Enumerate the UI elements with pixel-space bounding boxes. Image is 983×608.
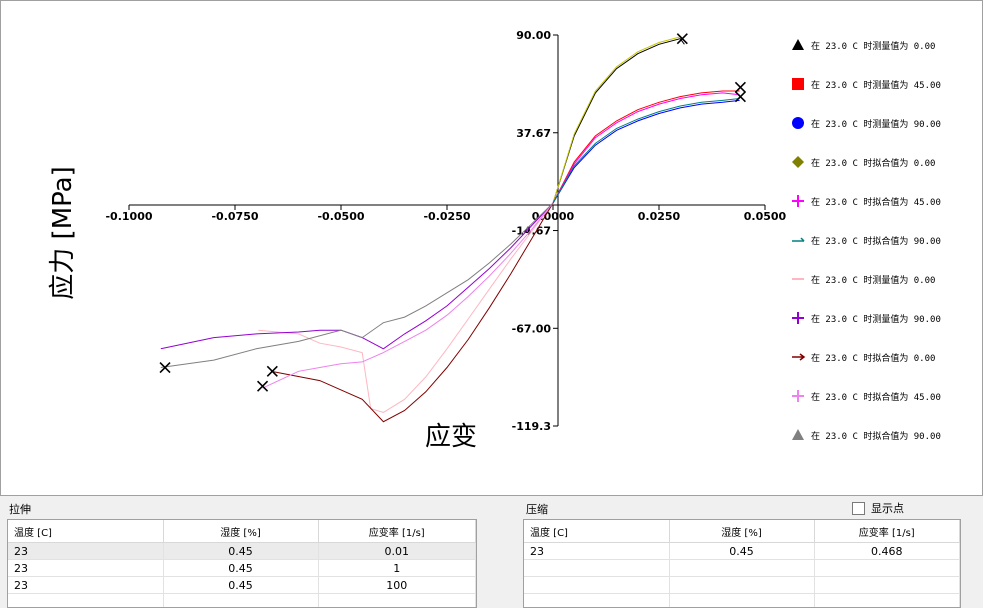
table-row[interactable]: 23 0.45 1 <box>8 559 476 577</box>
compression-grid[interactable]: 温度 [C] 湿度 [%] 应变率 [1/s] 23 0.45 0.468 <box>524 520 960 607</box>
cell-strain-rate: 0.01 <box>318 542 476 560</box>
cell-strain-rate: 0.468 <box>814 542 960 560</box>
series-line-9 <box>262 202 554 389</box>
checkbox-box[interactable] <box>852 501 865 515</box>
series-line-1 <box>552 36 681 204</box>
end-marker <box>256 380 269 392</box>
legend-entry-label: 在 23.0 C 时拟合值为 90.00 <box>811 235 941 247</box>
legend-arrow-icon <box>792 353 806 361</box>
compression-col-temperature[interactable]: 温度 [C] <box>524 520 670 543</box>
end-marker <box>159 361 171 374</box>
cell-humidity: 0.45 <box>163 576 319 594</box>
series-line-2 <box>552 90 740 204</box>
legend-entry-label: 在 23.0 C 时拟合值为 0.00 <box>811 352 935 364</box>
x-tick-label: 0.0250 <box>638 210 681 223</box>
legend-diamond-icon <box>792 156 804 168</box>
series-line-7 <box>160 202 554 350</box>
legend-entry-label: 在 23.0 C 时测量值为 45.00 <box>811 79 941 91</box>
series-line-4 <box>552 99 740 204</box>
legend-entry-label: 在 23.0 C 时测量值为 0.00 <box>811 40 935 52</box>
x-tick-label: -0.0250 <box>423 210 470 223</box>
end-marker <box>266 365 278 377</box>
tension-label: 拉伸 <box>9 503 31 516</box>
legend-triangle-icon <box>792 429 804 440</box>
end-marker <box>734 91 746 103</box>
tension-grid[interactable]: 温度 [C] 湿度 [%] 应变率 [1/s] 23 0.45 0.01 23 … <box>8 520 476 607</box>
series-line-6 <box>258 202 554 413</box>
x-tick-label: -0.0500 <box>317 210 364 223</box>
legend-entry-label: 在 23.0 C 时拟合值为 45.00 <box>811 196 941 208</box>
cell-strain-rate: 1 <box>318 559 476 577</box>
series-line-3 <box>552 92 740 204</box>
show-points-label: 显示点 <box>871 502 904 515</box>
table-row-empty <box>524 576 960 594</box>
legend-plus-icon <box>792 390 804 402</box>
compression-col-humidity[interactable]: 湿度 [%] <box>669 520 815 543</box>
series-line-8 <box>270 202 554 423</box>
table-row-empty <box>524 559 960 577</box>
cell-humidity: 0.45 <box>163 542 319 560</box>
x-tick-label: 0.0500 <box>744 210 787 223</box>
chart-panel: -0.1000 -0.0750 -0.0500 -0.0250 0.0000 0.0250… <box>0 0 983 496</box>
tension-col-humidity[interactable]: 湿度 [%] <box>163 520 319 543</box>
show-points-checkbox[interactable]: 显示点 <box>852 500 904 516</box>
compression-header-row: 温度 [C] 湿度 [%] 应变率 [1/s] <box>524 520 960 543</box>
compression-label: 压缩 <box>526 503 548 516</box>
table-row[interactable]: 23 0.45 0.01 <box>8 542 476 560</box>
cell-temperature: 23 <box>8 576 164 594</box>
legend-plus-icon <box>792 195 804 207</box>
tension-col-temperature[interactable]: 温度 [C] <box>8 520 164 543</box>
y-axis-title: 应力 [MPa] <box>48 166 78 299</box>
cell-temperature: 23 <box>524 542 670 560</box>
cell-temperature: 23 <box>8 559 164 577</box>
cell-humidity: 0.45 <box>163 559 319 577</box>
x-tick-label: -0.0750 <box>211 210 258 223</box>
y-tick-label: -67.00 <box>512 322 552 335</box>
legend-entry-label: 在 23.0 C 时拟合值为 0.00 <box>811 157 935 169</box>
legend-entry-label: 在 23.0 C 时测量值为 90.00 <box>811 118 941 130</box>
cell-strain-rate: 100 <box>318 576 476 594</box>
series-line-10 <box>160 202 554 368</box>
x-axis-title: 应变 <box>425 422 477 452</box>
legend-entry-label: 在 23.0 C 时测量值为 0.00 <box>811 274 935 286</box>
cell-humidity: 0.45 <box>669 542 815 560</box>
legend-entry-label: 在 23.0 C 时拟合值为 45.00 <box>811 391 941 403</box>
series-line-5 <box>552 98 740 204</box>
tension-header-row: 温度 [C] 湿度 [%] 应变率 [1/s] <box>8 520 476 543</box>
end-marker <box>676 33 688 45</box>
y-tick-label: -119.3 <box>512 420 551 433</box>
legend-square-icon <box>792 78 804 90</box>
compression-col-strain-rate[interactable]: 应变率 [1/s] <box>814 520 960 543</box>
legend-triangle-icon <box>792 39 804 50</box>
series-line-0 <box>552 38 685 204</box>
legend-dash-icon <box>792 237 805 242</box>
legend-plus-icon <box>792 312 804 324</box>
x-tick-label: -0.1000 <box>105 210 152 223</box>
legend-entry-label: 在 23.0 C 时拟合值为 90.00 <box>811 430 941 442</box>
stress-strain-chart: -0.1000 -0.0750 -0.0500 -0.0250 0.0000 0.0250… <box>48 29 941 452</box>
compression-table[interactable]: 温度 [C] 湿度 [%] 应变率 [1/s] 23 0.45 0.468 <box>523 519 961 608</box>
legend-circle-icon <box>792 117 804 129</box>
y-tick-label: 90.00 <box>516 29 551 42</box>
tension-col-strain-rate[interactable]: 应变率 [1/s] <box>318 520 476 543</box>
legend-entry-label: 在 23.0 C 时测量值为 90.00 <box>811 313 941 325</box>
tension-table[interactable]: 温度 [C] 湿度 [%] 应变率 [1/s] 23 0.45 0.01 23 … <box>7 519 477 608</box>
cell-temperature: 23 <box>8 542 164 560</box>
table-row-empty <box>524 593 960 607</box>
table-row[interactable]: 23 0.45 100 <box>8 576 476 594</box>
end-marker <box>734 81 746 93</box>
table-row[interactable]: 23 0.45 0.468 <box>524 542 960 560</box>
y-tick-label: 37.67 <box>516 127 551 140</box>
table-row-empty <box>8 593 476 607</box>
